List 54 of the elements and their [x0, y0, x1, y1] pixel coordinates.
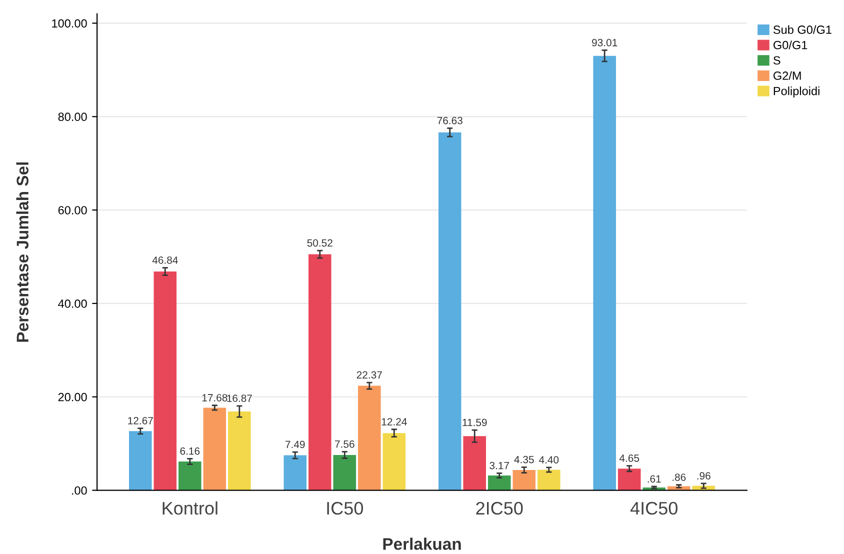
data-label: 17.68: [202, 394, 228, 402]
legend-label: S: [773, 56, 780, 65]
data-label: .96: [697, 472, 710, 480]
y-tick-label: .00: [72, 486, 87, 495]
bar: [154, 272, 177, 490]
data-label: 16.87: [227, 394, 252, 402]
bar: [382, 433, 406, 490]
bar: [512, 470, 536, 490]
data-label: 50.52: [307, 239, 332, 247]
bar: [438, 132, 462, 490]
legend-label: Poliploidi: [774, 86, 820, 98]
x-tick-label: IC50: [327, 502, 363, 515]
bar: [463, 436, 486, 490]
data-label: 46.84: [152, 256, 178, 264]
x-tick-label: 2IC50: [476, 502, 523, 515]
data-label: 12.67: [128, 417, 153, 424]
legend-label: Sub G0/G1: [773, 25, 832, 34]
data-label: .61: [648, 475, 661, 483]
data-label: .86: [672, 474, 686, 481]
bar: [593, 56, 616, 490]
bar: [618, 468, 641, 490]
bar: [358, 386, 381, 490]
bar: [284, 455, 307, 490]
y-tick-label: 40.00: [58, 299, 87, 308]
data-label: 6.16: [180, 447, 200, 455]
bar: [333, 454, 356, 490]
x-tick-label: Kontrol: [162, 501, 218, 515]
data-label: 93.01: [592, 38, 618, 46]
bar: [228, 411, 251, 490]
data-label: 4.65: [619, 454, 640, 462]
data-label: 7.56: [335, 440, 354, 448]
data-label: 11.59: [462, 418, 487, 426]
data-label: 12.24: [382, 418, 407, 426]
bar: [203, 408, 226, 490]
x-tick-label: 4IC50: [630, 502, 678, 515]
data-label: 22.37: [356, 371, 382, 379]
y-tick-label: 100.00: [52, 19, 87, 28]
legend-label: G0/G1: [774, 40, 808, 50]
y-tick-label: 60.00: [58, 206, 87, 214]
x-axis-title: Perlakuan: [383, 538, 461, 550]
data-label: 76.63: [437, 116, 462, 124]
bar: [178, 462, 202, 490]
legend-label: G2/M: [774, 71, 801, 80]
bar: [128, 431, 152, 490]
data-label: 7.49: [286, 440, 305, 448]
bar: [308, 254, 332, 490]
y-tick-label: 80.00: [58, 112, 87, 122]
data-label: 3.17: [490, 462, 509, 470]
y-axis-title: Persentase Jumlah Sel: [16, 162, 28, 342]
y-tick-label: 20.00: [58, 392, 87, 402]
bar: [488, 475, 511, 490]
bar: [537, 470, 560, 490]
data-label: 4.35: [514, 456, 534, 464]
data-label: 4.40: [538, 456, 559, 464]
